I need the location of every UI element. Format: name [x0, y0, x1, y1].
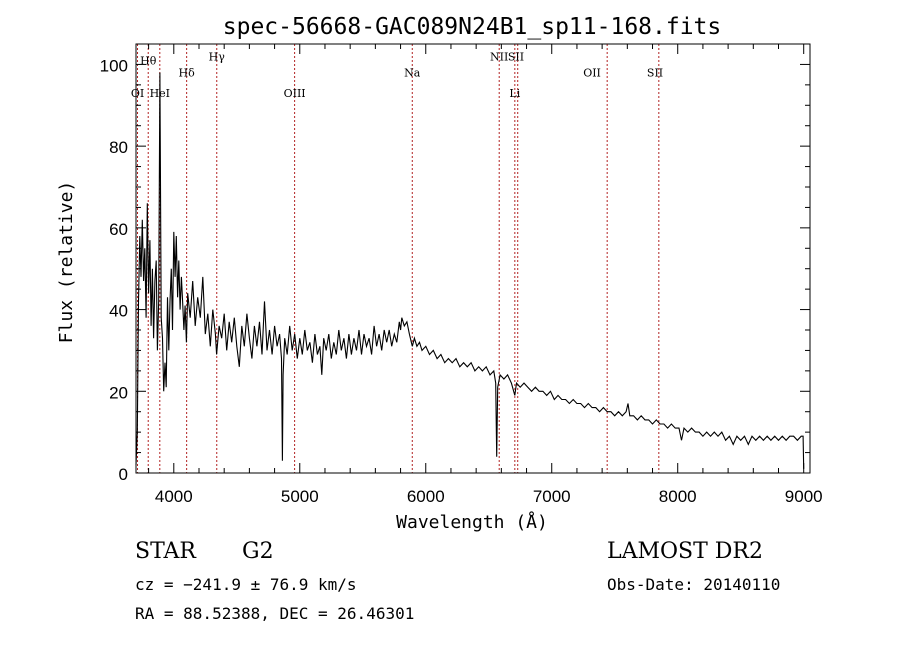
line-label: Li [509, 87, 520, 100]
line-label: OIII [284, 87, 306, 100]
x-tick-label: 7000 [533, 487, 571, 506]
x-axis-label: Wavelength (Å) [396, 511, 548, 533]
line-label: SII [647, 67, 663, 80]
x-tick-label: 4000 [155, 487, 193, 506]
y-tick-label: 100 [100, 56, 128, 75]
line-markers [137, 44, 660, 473]
y-tick-label: 40 [109, 302, 128, 321]
line-label: SII [508, 50, 524, 63]
y-axis: 0 20 40 60 80 100 [100, 56, 810, 484]
y-tick-label: 60 [109, 220, 128, 239]
y-axis-label: Flux (relative) [56, 181, 77, 344]
line-label: Hδ [179, 67, 196, 80]
y-tick-label: 0 [119, 465, 128, 484]
object-class: STAR [135, 539, 196, 564]
spectrum-series-line [135, 72, 805, 469]
line-label: OI [131, 87, 144, 100]
chart-title: spec-56668-GAC089N24B1_sp11-168.fits [223, 14, 722, 40]
y-tick-label: 80 [109, 138, 128, 157]
survey-name: LAMOST DR2 [607, 539, 763, 564]
x-tick-label: 8000 [659, 487, 697, 506]
observation-date: Obs-Date: 20140110 [607, 575, 781, 594]
x-axis: 4000 5000 6000 7000 8000 9000 [148, 44, 823, 506]
x-tick-label: 5000 [281, 487, 319, 506]
x-tick-label: 6000 [407, 487, 445, 506]
line-label: Na [404, 67, 421, 80]
line-label: Hγ [209, 50, 226, 63]
object-subclass: G2 [242, 539, 274, 564]
y-tick-label: 20 [109, 383, 128, 402]
plot-frame [135, 43, 811, 474]
redshift-velocity: cz = −241.9 ± 76.9 km/s [135, 575, 357, 594]
coordinates: RA = 88.52388, DEC = 26.46301 [135, 604, 415, 623]
line-label: NII [490, 50, 508, 63]
line-label: Hθ [140, 54, 157, 67]
x-tick-label: 9000 [785, 487, 823, 506]
line-label: OII [583, 67, 601, 80]
